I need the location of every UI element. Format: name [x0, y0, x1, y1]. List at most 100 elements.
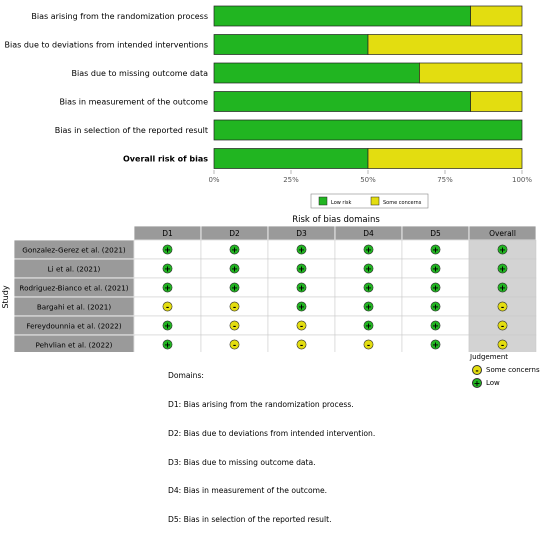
column-header-label: D1	[162, 229, 173, 238]
low-risk-dot	[430, 339, 441, 350]
judgement-symbol: +	[432, 322, 439, 331]
bar-low-risk	[213, 62, 420, 84]
x-tick-label: 0%	[208, 176, 219, 184]
low-risk-dot	[229, 244, 240, 255]
domain-line: D5: Bias in selection of the reported re…	[168, 515, 332, 525]
judgement-symbol: -	[501, 303, 504, 312]
low-risk-dot	[430, 320, 441, 331]
bar-low-risk	[213, 5, 471, 27]
bar-some-concerns	[367, 34, 523, 55]
judgement-symbol: +	[365, 322, 372, 331]
judgement-symbol: -	[501, 322, 504, 331]
legend-label-some: Some concerns	[383, 200, 422, 206]
category-label: Overall risk of bias	[123, 155, 208, 164]
judgement-symbol: +	[231, 284, 238, 293]
x-tick-label: 25%	[283, 176, 299, 184]
judgement-symbol: +	[298, 303, 305, 312]
judgement-title: Judgement	[470, 353, 509, 361]
judgement-symbol: +	[164, 284, 171, 293]
low-risk-dot	[162, 320, 173, 331]
domains-key: Domains: D1: Bias arising from the rando…	[168, 352, 375, 534]
domain-line: D1: Bias arising from the randomization …	[168, 399, 354, 409]
study-label: Li et al. (2021)	[48, 265, 101, 274]
some-concerns-dot	[162, 301, 173, 312]
judgement-symbol: +	[365, 284, 372, 293]
judgement-symbol: -	[367, 341, 370, 350]
judgement-symbol: +	[432, 284, 439, 293]
low-risk-dot	[430, 282, 441, 293]
judgement-symbol: +	[231, 265, 238, 274]
some-concerns-dot	[363, 339, 374, 350]
category-label: Bias due to deviations from intended int…	[5, 41, 208, 50]
some-concerns-label: Some concerns	[486, 366, 540, 374]
low-label: Low	[486, 379, 500, 387]
low-risk-dot	[296, 263, 307, 274]
category-label: Bias due to missing outcome data	[72, 69, 209, 78]
low-risk-dot	[229, 282, 240, 293]
some-concerns-icon: -	[472, 365, 482, 375]
judgement-symbol: +	[298, 265, 305, 274]
bar-some-concerns	[470, 91, 523, 112]
some-concerns-dot	[497, 339, 508, 350]
judgement-symbol: +	[164, 246, 171, 255]
some-concerns-dot	[229, 301, 240, 312]
low-risk-dot	[497, 244, 508, 255]
domain-line: D4: Bias in measurement of the outcome.	[168, 486, 328, 496]
legend-box	[310, 193, 429, 209]
study-label: Fereydounnia et al. (2022)	[26, 322, 122, 331]
judgement-symbol: -	[233, 341, 236, 350]
bar-some-concerns	[367, 148, 523, 169]
judgement-symbol: +	[231, 246, 238, 255]
domains-heading: Domains:	[168, 371, 204, 381]
summary-bar-chart: 0% 25% 50% 75% 100% Bias arising from the ran…	[5, 5, 532, 209]
low-risk-dot	[430, 244, 441, 255]
column-header-label: D3	[296, 229, 307, 238]
study-label: Gonzalez-Gerez et al. (2021)	[22, 246, 126, 255]
judgement-symbol: +	[499, 246, 506, 255]
category-label: Bias in selection of the reported result	[55, 126, 208, 135]
judgement-symbol: +	[499, 265, 506, 274]
x-tick-label: 50%	[360, 176, 376, 184]
judgement-symbol: +	[298, 246, 305, 255]
judgement-symbol: +	[432, 341, 439, 350]
table-title: Risk of bias domains	[292, 215, 380, 225]
y-axis-label: Study	[1, 285, 10, 308]
low-risk-dot	[497, 282, 508, 293]
judgement-symbol: -	[233, 303, 236, 312]
legend-swatch-some	[370, 196, 380, 206]
traffic-light-table: Risk of bias domains Study D1 D2 D3 D4 D5 Overa…	[1, 215, 537, 352]
judgement-symbol: -	[501, 341, 504, 350]
low-risk-icon: +	[472, 378, 482, 388]
bar-low-risk	[213, 34, 369, 55]
low-risk-dot	[296, 282, 307, 293]
low-risk-dot	[363, 301, 374, 312]
some-concerns-dot	[229, 339, 240, 350]
judgement-symbol: +	[432, 265, 439, 274]
low-risk-dot	[162, 339, 173, 350]
domain-line: D3: Bias due to missing outcome data.	[168, 457, 316, 467]
judgement-symbol: +	[298, 284, 305, 293]
study-label: Bargahi et al. (2021)	[37, 303, 112, 312]
low-risk-dot	[497, 263, 508, 274]
low-risk-dot	[162, 244, 173, 255]
judgement-symbol: -	[300, 341, 303, 350]
low-risk-dot	[363, 320, 374, 331]
judgement-symbol: +	[432, 246, 439, 255]
judgement-symbol: +	[365, 265, 372, 274]
low-risk-dot	[229, 263, 240, 274]
study-label: Pehvlian et al. (2022)	[36, 341, 113, 350]
domain-line: D2: Bias due to deviations from intended…	[168, 428, 376, 438]
study-label: Rodriguez-Bianco et al. (2021)	[19, 284, 128, 293]
column-header-label: D2	[229, 229, 240, 238]
judgement-symbol: -	[166, 303, 169, 312]
some-concerns-dot	[497, 320, 508, 331]
some-concerns-dot	[296, 339, 307, 350]
column-header-label: Overall	[489, 229, 516, 238]
bar-some-concerns	[419, 62, 523, 84]
bar-some-concerns	[470, 5, 523, 27]
low-risk-dot	[296, 244, 307, 255]
judgement-symbol: +	[164, 265, 171, 274]
category-label: Bias arising from the randomization proc…	[31, 12, 208, 21]
low-risk-dot	[162, 263, 173, 274]
legend-swatch-low	[318, 196, 328, 206]
